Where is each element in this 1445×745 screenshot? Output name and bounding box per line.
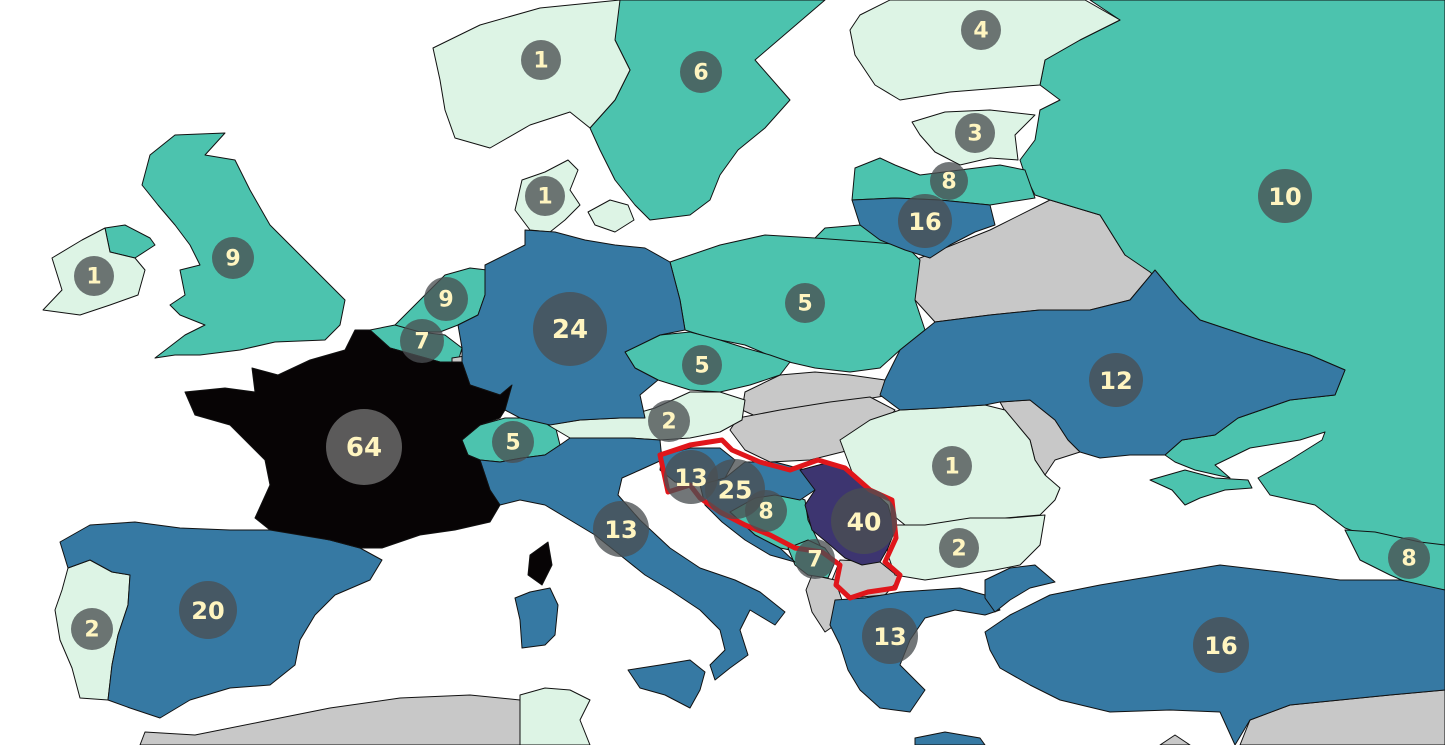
badge-value: 16	[1204, 632, 1237, 660]
badge-value: 7	[807, 548, 822, 573]
badge-spain[interactable]: 20	[179, 581, 237, 639]
badge-value: 12	[1099, 367, 1132, 395]
badge-germany[interactable]: 24	[533, 292, 607, 366]
badge-value: 64	[346, 433, 382, 463]
region-finland[interactable]	[849, 0, 1121, 101]
badge-value: 13	[604, 516, 637, 544]
badge-value: 5	[694, 354, 709, 379]
badge-austria[interactable]: 2	[648, 400, 690, 442]
badge-bosnia[interactable]: 8	[745, 490, 787, 532]
badge-value: 13	[873, 623, 906, 651]
badge-value: 1	[944, 455, 959, 480]
badge-latvia[interactable]: 8	[930, 162, 968, 200]
badge-ireland[interactable]: 1	[74, 256, 114, 296]
region-crete[interactable]	[914, 731, 986, 745]
badge-united-kingdom[interactable]: 9	[212, 237, 254, 279]
region-crimea[interactable]	[1149, 469, 1253, 506]
badge-poland[interactable]: 5	[785, 283, 825, 323]
badge-portugal[interactable]: 2	[71, 608, 113, 650]
badge-value: 8	[758, 500, 773, 525]
badge-netherlands[interactable]: 9	[424, 277, 468, 321]
badge-russia[interactable]: 10	[1258, 169, 1312, 223]
badge-ukraine[interactable]: 12	[1089, 353, 1143, 407]
badge-italy[interactable]: 13	[593, 501, 649, 557]
badge-value: 9	[225, 247, 240, 272]
badge-finland[interactable]: 4	[961, 10, 1001, 50]
badge-value: 24	[552, 315, 588, 345]
region-sicily[interactable]	[627, 659, 706, 709]
badge-montenegro[interactable]: 7	[795, 539, 835, 579]
badge-france[interactable]: 64	[326, 409, 402, 485]
badge-czechia[interactable]: 5	[682, 345, 722, 385]
badge-value: 2	[661, 410, 676, 435]
region-cyprus[interactable]	[1159, 734, 1191, 745]
region-tunisia[interactable]	[519, 687, 591, 745]
badge-sweden[interactable]: 6	[680, 51, 722, 93]
badge-value: 6	[693, 61, 708, 86]
badge-switzerland[interactable]: 5	[492, 421, 534, 463]
badge-value: 4	[973, 19, 988, 44]
badge-turkey[interactable]: 16	[1193, 617, 1249, 673]
badge-value: 9	[438, 288, 453, 313]
badge-value: 8	[1401, 547, 1416, 572]
region-gotland[interactable]	[587, 199, 635, 233]
badge-value: 2	[951, 537, 966, 562]
badge-value: 1	[86, 265, 101, 290]
badge-lithuania[interactable]: 16	[898, 194, 952, 248]
badge-slovenia[interactable]: 13	[664, 450, 718, 504]
badge-value: 16	[908, 208, 941, 236]
badge-value: 13	[674, 464, 707, 492]
badge-value: 2	[84, 618, 99, 643]
badge-value: 5	[505, 431, 520, 456]
badge-value: 25	[718, 476, 753, 505]
badge-belgium[interactable]: 7	[400, 319, 444, 363]
badge-bulgaria[interactable]: 2	[939, 528, 979, 568]
badge-denmark[interactable]: 1	[525, 176, 565, 216]
badge-value: 3	[967, 122, 982, 147]
badge-georgia[interactable]: 8	[1388, 537, 1430, 579]
region-sardinia[interactable]	[514, 587, 559, 649]
region-turkey-europe[interactable]	[984, 564, 1056, 613]
region-corsica[interactable]	[527, 541, 553, 586]
badge-value: 5	[797, 292, 812, 317]
badge-value: 1	[537, 185, 552, 210]
badge-value: 1	[533, 49, 548, 74]
badge-greece[interactable]: 13	[862, 608, 918, 664]
badge-norway[interactable]: 1	[521, 40, 561, 80]
badge-value: 20	[191, 597, 224, 625]
badge-value: 10	[1268, 183, 1301, 211]
badge-estonia[interactable]: 3	[955, 113, 995, 153]
badge-value: 8	[941, 170, 956, 195]
badge-romania[interactable]: 1	[932, 446, 972, 486]
badge-value: 7	[414, 330, 429, 355]
badge-value: 40	[847, 508, 882, 537]
badge-serbia[interactable]: 40	[831, 488, 897, 554]
